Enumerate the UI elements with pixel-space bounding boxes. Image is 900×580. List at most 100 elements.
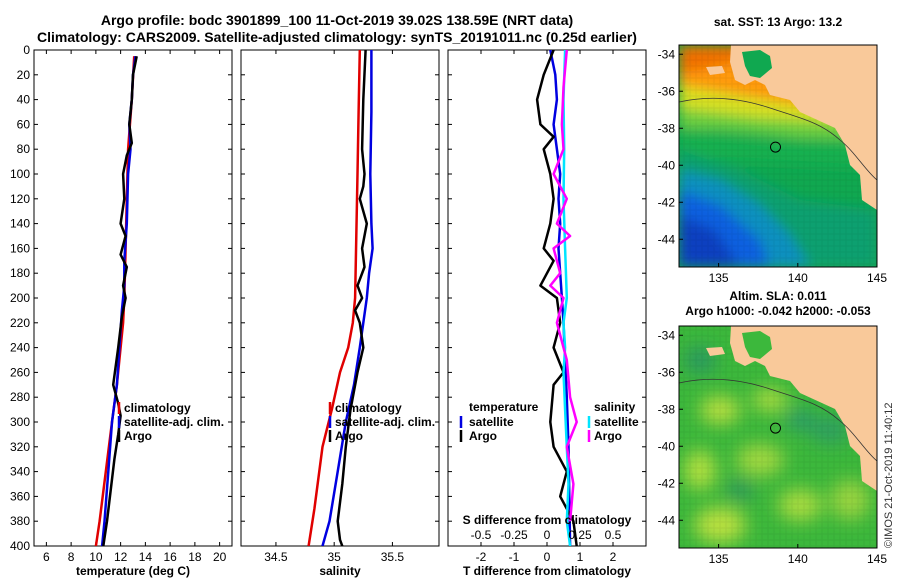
x-tick-label: 18 xyxy=(188,550,202,564)
x-tick-label: 14 xyxy=(139,550,153,564)
map-y-tick-label: -34 xyxy=(658,47,676,61)
figure-title-line1: Argo profile: bodc 3901899_100 11-Oct-20… xyxy=(101,12,573,28)
series-line-t-satellite xyxy=(549,50,572,546)
difference-xlabel-top: S difference from climatology xyxy=(463,513,632,527)
series-line-climatology xyxy=(307,50,362,546)
map-y-tick-label: -38 xyxy=(658,121,676,135)
sst-land xyxy=(706,45,877,210)
s-difference-tick-label: -0.25 xyxy=(500,528,528,542)
x-tick-label: -2 xyxy=(476,550,487,564)
map-y-tick-label: -40 xyxy=(658,158,676,172)
map-x-tick-label: 145 xyxy=(867,271,887,285)
sst-map-frame xyxy=(678,44,878,268)
sla-map-title-line2: Argo h1000: -0.042 h2000: -0.053 xyxy=(685,304,871,318)
sst-field xyxy=(679,45,877,267)
y-tick-label: 240 xyxy=(10,341,30,355)
series-line-satellite-adj-clim- xyxy=(321,50,374,546)
s-difference-tick-label: 0.25 xyxy=(568,528,592,542)
temperature-xlabel: temperature (deg C) xyxy=(76,564,190,578)
x-tick-label: 16 xyxy=(163,550,177,564)
s-difference-tick-label: 0 xyxy=(544,528,551,542)
y-tick-label: 260 xyxy=(10,365,30,379)
x-tick-label: 1 xyxy=(577,550,584,564)
y-tick-label: 100 xyxy=(10,167,30,181)
y-tick-label: 140 xyxy=(10,217,30,231)
y-tick-label: 200 xyxy=(10,291,30,305)
y-tick-label: 400 xyxy=(10,539,30,553)
sla-bathymetry-contour xyxy=(679,378,877,462)
x-tick-label: 0 xyxy=(544,550,551,564)
s-difference-tick-label: -0.5 xyxy=(471,528,492,542)
credit-text: ©IMOS 21-Oct-2019 11:40:12 xyxy=(883,403,895,548)
sst-argo-location-marker xyxy=(770,141,781,153)
x-tick-label: -1 xyxy=(509,550,520,564)
map-x-tick-label: 140 xyxy=(788,271,808,285)
map-x-tick-label: 145 xyxy=(867,552,887,566)
series-line-s-satellite xyxy=(562,50,572,546)
x-tick-label: 35 xyxy=(327,550,341,564)
legend-climatology-label: climatology xyxy=(124,401,191,415)
map-y-tick-label: -42 xyxy=(658,195,676,209)
series-line-argo xyxy=(102,55,138,546)
x-tick-label: 10 xyxy=(89,550,103,564)
legend-satellite-label: satellite-adj. clim. xyxy=(335,415,435,429)
y-tick-label: 380 xyxy=(10,514,30,528)
sla-field xyxy=(679,326,877,548)
difference-panel: -2 -1 0 1 2 -0.5 -0.25 0 0.25 0.5 S difference f… xyxy=(447,49,647,578)
series-line-argo xyxy=(336,50,369,546)
legend-s-argo-label: Argo xyxy=(594,429,622,443)
sla-map-title-line1: Altim. SLA: 0.011 xyxy=(729,289,827,303)
map-y-tick-label: -36 xyxy=(658,84,676,98)
map-y-tick-label: -42 xyxy=(658,476,676,490)
x-tick-label: 8 xyxy=(68,550,75,564)
sst-bathymetry-contour xyxy=(679,97,877,181)
y-tick-label: 0 xyxy=(23,43,30,57)
map-y-tick-label: -38 xyxy=(658,402,676,416)
sla-land xyxy=(706,326,877,491)
y-tick-label: 60 xyxy=(17,117,31,131)
temperature-panel: 0 20 40 60 80 100 120 140 160 180 200 220 240 260 280 3… xyxy=(10,43,233,578)
x-tick-label: 34.5 xyxy=(264,550,288,564)
legend-argo-label: Argo xyxy=(124,429,152,443)
map-x-tick-label: 140 xyxy=(788,552,808,566)
map-y-tick-label: -34 xyxy=(658,328,676,342)
legend-temperature-title: temperature xyxy=(469,400,539,414)
difference-axes-box xyxy=(447,49,647,547)
y-tick-label: 180 xyxy=(10,266,30,280)
sst-map-title: sat. SST: 13 Argo: 13.2 xyxy=(714,15,843,29)
salinity-panel: 34.5 35 35.5 salinity climatology satellit… xyxy=(240,49,440,578)
y-tick-label: 40 xyxy=(17,93,31,107)
sla-argo-location-marker xyxy=(770,422,781,434)
legend-t-satellite-label: satellite xyxy=(469,415,514,429)
figure-title-line2: Climatology: CARS2009. Satellite-adjuste… xyxy=(37,29,637,45)
y-tick-label: 20 xyxy=(17,68,31,82)
y-tick-label: 320 xyxy=(10,440,30,454)
series-line-s-argo xyxy=(549,50,578,522)
salinity-axes-box xyxy=(240,49,440,547)
difference-legend-temperature: temperature satellite Argo xyxy=(459,400,539,443)
salinity-legend: climatology satellite-adj. clim. Argo xyxy=(328,401,435,443)
legend-satellite-label: satellite-adj. clim. xyxy=(124,415,224,429)
legend-t-argo-label: Argo xyxy=(469,429,497,443)
series-line-t-argo xyxy=(535,50,578,546)
x-tick-label: 12 xyxy=(114,550,128,564)
y-tick-label: 340 xyxy=(10,465,30,479)
temperature-legend: climatology satellite-adj. clim. Argo xyxy=(117,401,224,443)
y-tick-label: 80 xyxy=(17,142,31,156)
map-y-tick-label: -44 xyxy=(658,513,676,527)
legend-argo-label: Argo xyxy=(335,429,363,443)
sst-map: sat. SST: 13 Argo: 13.2 xyxy=(658,15,888,285)
legend-s-satellite-label: satellite xyxy=(594,415,639,429)
legend-climatology-label: climatology xyxy=(335,401,402,415)
y-tick-label: 120 xyxy=(10,192,30,206)
y-tick-label: 360 xyxy=(10,489,30,503)
map-y-tick-label: -40 xyxy=(658,439,676,453)
x-tick-label: 6 xyxy=(43,550,50,564)
y-tick-label: 160 xyxy=(10,241,30,255)
x-tick-label: 35.5 xyxy=(381,550,405,564)
map-y-tick-label: -44 xyxy=(658,232,676,246)
legend-salinity-title: salinity xyxy=(594,400,636,414)
map-y-tick-label: -36 xyxy=(658,365,676,379)
x-tick-label: 2 xyxy=(610,550,617,564)
map-x-tick-label: 135 xyxy=(709,271,729,285)
